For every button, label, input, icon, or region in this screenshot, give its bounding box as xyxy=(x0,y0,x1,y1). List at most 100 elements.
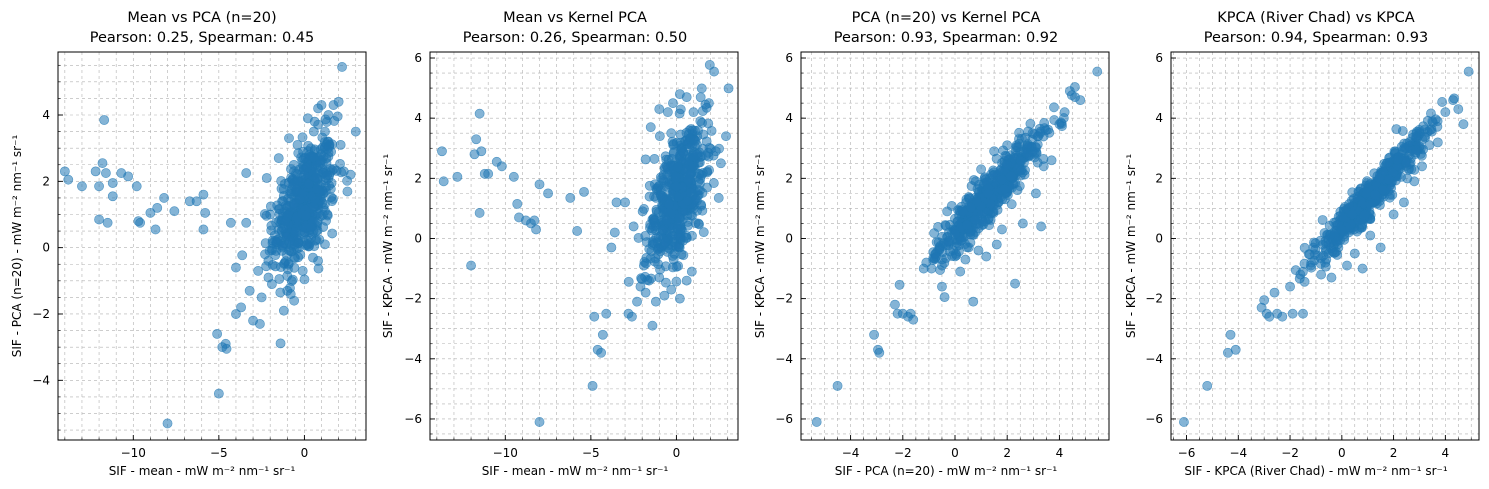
data-point xyxy=(231,309,241,319)
data-point xyxy=(698,129,709,140)
data-point xyxy=(659,290,670,301)
data-point xyxy=(1440,107,1451,118)
subplot-3: PCA (n=20) vs Kernel PCA Pearson: 0.93, … xyxy=(753,10,1110,478)
data-point xyxy=(662,107,673,118)
y-tick-label: 2 xyxy=(42,174,50,188)
data-point xyxy=(632,296,642,307)
data-point xyxy=(650,296,661,307)
data-point xyxy=(1383,174,1394,185)
x-tick-label: −10 xyxy=(121,446,146,460)
data-point xyxy=(1432,116,1443,127)
subplot-3-subtitle: Pearson: 0.93, Spearman: 0.92 xyxy=(834,30,1059,46)
data-point xyxy=(658,175,669,185)
y-tick-label: 4 xyxy=(414,111,422,125)
data-point xyxy=(1336,224,1347,235)
data-point xyxy=(107,191,118,202)
data-point xyxy=(466,260,476,271)
data-point xyxy=(276,240,287,251)
data-point xyxy=(1377,184,1388,195)
data-point xyxy=(688,107,699,118)
data-point xyxy=(1179,417,1189,427)
data-point xyxy=(960,254,971,265)
data-point xyxy=(620,197,630,208)
subplot-2-ticks: −10 −5 0 −6 −4 −2 0 2 4 6 xyxy=(404,51,729,460)
data-point xyxy=(695,92,706,103)
data-point xyxy=(1399,197,1409,208)
data-point xyxy=(322,170,332,181)
data-point xyxy=(682,196,693,206)
data-point xyxy=(668,98,678,109)
data-point xyxy=(996,174,1007,185)
data-point xyxy=(256,292,267,303)
data-point xyxy=(267,260,278,270)
y-tick-label: −6 xyxy=(404,412,422,426)
data-point xyxy=(664,199,675,210)
data-point xyxy=(908,314,919,325)
data-point xyxy=(1370,189,1381,200)
data-point xyxy=(320,126,330,137)
data-point xyxy=(695,116,706,127)
data-point xyxy=(1316,269,1327,280)
data-point xyxy=(1374,173,1385,184)
data-point xyxy=(955,266,966,277)
data-point xyxy=(1049,102,1059,113)
data-point xyxy=(596,347,607,358)
data-point xyxy=(1269,287,1280,298)
data-point xyxy=(270,236,281,246)
data-point xyxy=(255,319,265,329)
data-point xyxy=(342,186,353,197)
data-point xyxy=(159,193,169,203)
data-point xyxy=(678,235,689,246)
data-point xyxy=(1303,249,1314,260)
data-point xyxy=(934,244,945,254)
data-point xyxy=(957,206,968,217)
y-tick-label: 0 xyxy=(414,231,422,245)
x-tick-label: 4 xyxy=(1056,446,1064,460)
data-point xyxy=(926,263,937,274)
data-point xyxy=(651,204,662,215)
data-point xyxy=(231,262,241,273)
data-point xyxy=(869,329,879,340)
data-point xyxy=(709,66,719,77)
data-point xyxy=(672,161,683,172)
data-point xyxy=(1347,209,1358,220)
data-point xyxy=(437,146,447,157)
data-point xyxy=(1259,295,1270,306)
data-point xyxy=(508,171,519,182)
data-point xyxy=(703,151,714,162)
subplot-2-markers xyxy=(437,59,734,427)
data-point xyxy=(1344,199,1354,209)
data-point xyxy=(244,285,255,296)
data-point xyxy=(696,200,707,211)
data-point xyxy=(320,239,330,250)
data-point xyxy=(323,136,334,147)
data-point xyxy=(162,418,173,429)
subplot-3-x-axis-label: SIF - PCA (n=20) - mW m⁻² nm⁻¹ sr⁻¹ xyxy=(835,464,1058,478)
data-point xyxy=(628,221,639,232)
subplot-4-subtitle: Pearson: 0.94, Spearman: 0.93 xyxy=(1204,30,1429,46)
data-point xyxy=(335,139,346,150)
data-point xyxy=(939,292,950,303)
data-point xyxy=(275,338,286,349)
y-tick-label: 4 xyxy=(42,108,50,122)
data-point xyxy=(261,173,272,183)
data-point xyxy=(1323,239,1334,250)
subplot-4-markers xyxy=(1179,66,1474,427)
data-point xyxy=(579,186,589,197)
data-point xyxy=(1092,66,1103,77)
data-point xyxy=(213,388,224,399)
data-point xyxy=(663,154,674,165)
data-point xyxy=(685,187,696,198)
data-point xyxy=(676,249,687,260)
y-tick-label: −4 xyxy=(775,352,793,366)
data-point xyxy=(277,196,288,207)
data-point xyxy=(671,276,682,287)
data-point xyxy=(312,184,323,195)
data-point xyxy=(1417,161,1427,172)
data-point xyxy=(647,237,658,248)
subplot-1-subtitle: Pearson: 0.25, Spearman: 0.45 xyxy=(90,30,315,46)
data-point xyxy=(1357,263,1368,274)
subplot-4-frame xyxy=(1170,51,1480,441)
data-point xyxy=(650,253,661,264)
subplot-4-title: KPCA (River Chad) vs KPCA xyxy=(1217,10,1415,26)
